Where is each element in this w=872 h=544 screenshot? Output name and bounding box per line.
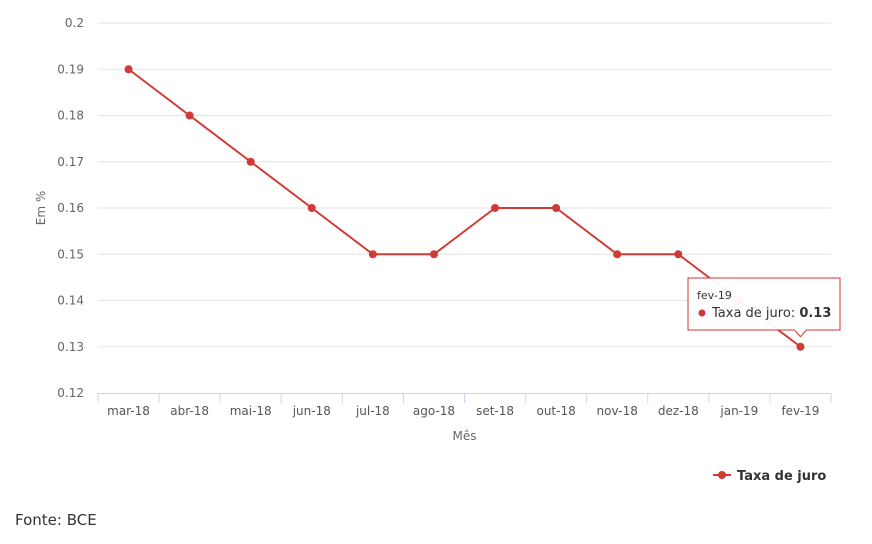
y-tick-label: 0.18	[57, 109, 84, 123]
data-point[interactable]	[613, 250, 622, 259]
x-tick-labels: mar-18 abr-18 mai-18 jun-18 jul-18 ago-18 set-…	[97, 393, 832, 418]
tooltip-colon: :	[791, 306, 800, 321]
x-tick-label: set-18	[476, 404, 514, 418]
x-tick-label: jul-18	[355, 404, 390, 418]
data-point[interactable]	[674, 250, 683, 259]
legend-marker-icon	[718, 471, 726, 479]
tooltip-body: Taxa de juro: 0.13	[711, 306, 831, 321]
source-note: Fonte: BCE	[15, 511, 97, 529]
y-tick-label: 0.19	[57, 62, 84, 76]
x-tick-label: out-18	[536, 404, 575, 418]
x-tick-label: mar-18	[107, 404, 150, 418]
x-tick-label: jun-18	[292, 404, 331, 418]
y-tick-label: 0.15	[57, 247, 84, 261]
y-tick-labels: 0.2 0.19 0.18 0.17 0.16 0.15 0.14 0.13 0.12	[57, 16, 84, 400]
tooltip-series-marker	[698, 309, 706, 317]
data-point[interactable]	[185, 111, 194, 120]
legend-label[interactable]: Taxa de juro	[737, 469, 826, 484]
y-tick-label: 0.17	[57, 155, 84, 169]
tooltip-category: fev-19	[697, 289, 732, 302]
y-tick-label: 0.16	[57, 201, 84, 215]
data-point[interactable]	[552, 204, 561, 212]
data-point[interactable]	[246, 157, 255, 166]
tooltip-value: 0.13	[799, 306, 831, 321]
y-tick-label: 0.14	[57, 294, 84, 308]
x-tick-label: mai-18	[230, 404, 272, 418]
x-tick-label: ago-18	[413, 404, 455, 418]
data-point[interactable]	[307, 204, 316, 212]
x-tick-label: jan-19	[719, 404, 758, 418]
data-point[interactable]	[124, 65, 133, 74]
data-point[interactable]	[491, 204, 500, 212]
legend[interactable]: Taxa de juro	[713, 469, 826, 484]
y-axis-title: Em %	[34, 191, 48, 226]
data-point[interactable]	[796, 342, 805, 351]
tooltip: fev-19 Taxa de juro: 0.13	[687, 277, 841, 338]
data-point[interactable]	[429, 250, 438, 259]
x-tick-label: dez-18	[658, 404, 699, 418]
x-tick-label: fev-19	[781, 404, 819, 418]
x-axis-title: Mês	[453, 429, 477, 443]
tooltip-series-name: Taxa de juro	[711, 306, 791, 321]
data-point[interactable]	[368, 250, 377, 259]
y-tick-label: 0.12	[57, 386, 84, 400]
x-tick-label: nov-18	[597, 404, 638, 418]
y-tick-label: 0.13	[57, 340, 84, 354]
y-tick-label: 0.2	[65, 16, 84, 30]
grid-lines	[98, 22, 831, 348]
series-line[interactable]	[127, 68, 802, 348]
x-tick-label: abr-18	[170, 404, 209, 418]
tooltip-box	[687, 277, 841, 338]
